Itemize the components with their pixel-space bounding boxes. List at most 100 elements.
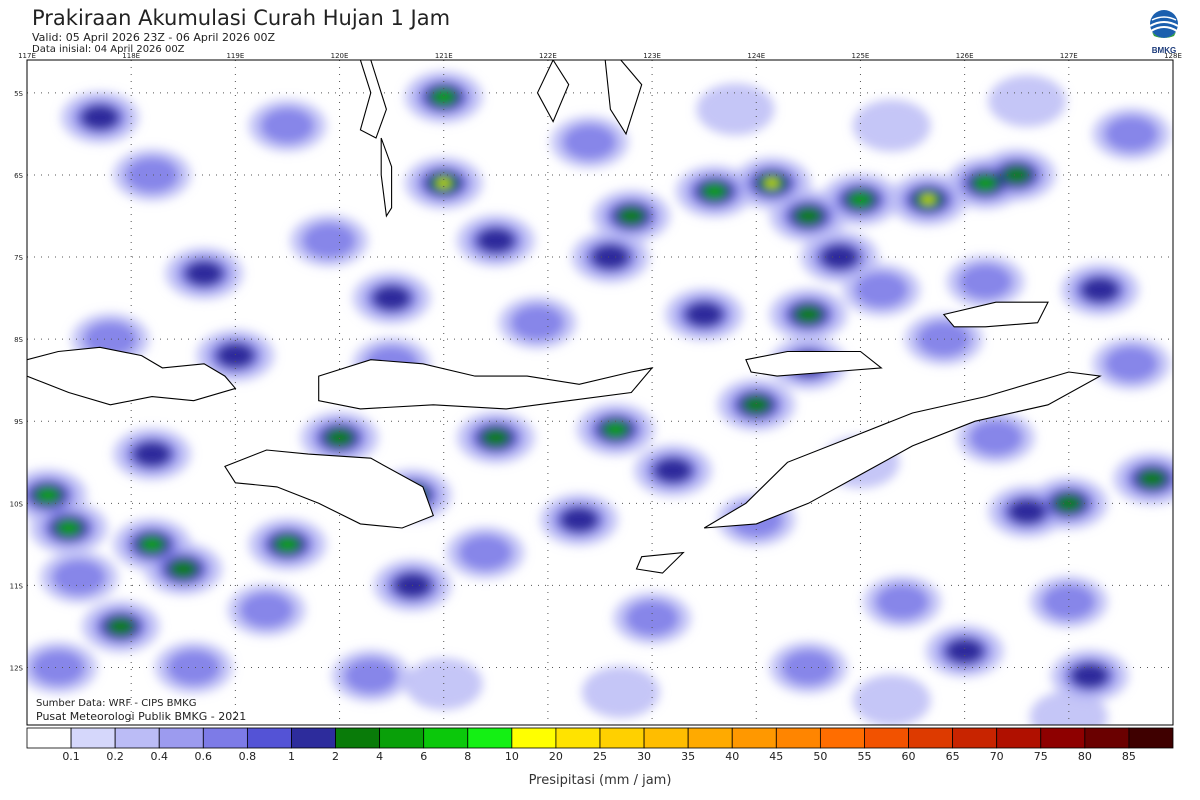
precip-cell [794,305,822,324]
precip-cell [696,83,775,136]
precip-cell [684,301,724,328]
lat-tick-label: 5S [14,90,23,98]
precip-cell [922,196,934,204]
precip-cell [1104,115,1159,152]
lon-tick-label: 126E [956,52,974,60]
island-buton [604,60,643,136]
precip-cell [59,521,78,534]
bmkg-logo-icon: BMKG [1149,10,1179,55]
precip-cell [945,638,985,665]
precip-cell [80,104,120,131]
precip-cell [343,657,398,694]
lat-tick-label: 6S [14,172,23,180]
lon-tick-label: 127E [1060,52,1078,60]
precip-cell [742,395,770,414]
lon-tick-label: 120E [331,52,349,60]
precip-cell [239,592,294,629]
island-alor [745,350,883,377]
precip-cell [326,428,354,447]
precip-cell [278,538,297,551]
map-frame [26,59,1174,726]
island-muna [536,60,570,123]
precip-cell [215,342,255,369]
precip-cell [625,600,680,637]
island-sumba [224,449,434,529]
precip-cell [1138,469,1166,488]
island-sulawesi-tip [359,60,387,139]
precip-cell [581,666,660,719]
precip-cell [653,457,693,484]
precip-cell [434,90,453,103]
copyright: Pusat Meteorologi Publik BMKG - 2021 [36,710,247,723]
precip-cell [1104,345,1159,382]
precip-cell [1029,690,1108,725]
island-flores [318,359,654,410]
precip-cell [476,227,516,254]
island-wetar [942,301,1049,328]
precip-cell [107,617,135,636]
precip-cell [438,179,449,187]
lat-tick-label: 8S [14,336,23,344]
lat-tick-label: 12S [10,665,24,673]
lon-tick-label: 124E [747,52,765,60]
precip-cell [590,244,630,271]
precip-cell [372,285,412,312]
lon-tick-label: 119E [226,52,244,60]
colorbar-title: Presipitasi (mm / jam) [528,773,672,788]
island-timor [703,371,1102,529]
precip-cell [875,583,930,620]
island-rote [635,551,685,574]
precip-cell [260,107,315,144]
lon-tick-label: 121E [435,52,453,60]
precip-cell [562,124,617,161]
logo-globe [1150,10,1178,38]
lon-tick-label: 128E [1164,52,1182,60]
precip-cell [705,185,724,198]
precip-cell [968,419,1023,456]
precip-cell [1080,276,1120,303]
island-sumbawa [27,346,237,406]
precip-cell [143,538,162,551]
precip-cell [169,560,197,579]
precip-cell [766,179,778,187]
valid-period: Valid: 05 April 2026 23Z - 06 April 2026… [32,31,275,44]
logo-text: BMKG [1152,46,1176,55]
lon-tick-label: 117E [18,52,36,60]
data-source: Sumber Data: WRF - CIPS BMKG [36,698,197,709]
precip-cell [854,271,909,308]
precip-cell [302,222,357,259]
precip-cell [510,304,565,341]
lon-tick-label: 123E [643,52,661,60]
precip-cell [1003,165,1031,184]
precip-cell [976,177,995,190]
precip-cell [1055,494,1083,513]
precip-cell [851,193,870,206]
precip-cell [781,649,836,686]
longitude-labels: 117E 118E 119E 120E 121E 122E 123E 124E 125E 126E… [18,52,1182,60]
precip-cell [184,260,224,287]
lat-tick-label: 11S [10,582,24,590]
precip-cell [482,428,510,447]
lat-tick-label: 9S [14,418,23,426]
precip-cell [1070,662,1110,689]
lat-tick-label: 7S [14,254,23,262]
precip-cell [52,559,107,596]
precip-cell [794,206,822,225]
precip-cell [617,206,645,225]
precip-cell [458,534,513,571]
island-selayar [380,137,393,218]
precip-cell [958,263,1013,300]
precip-cell [1041,583,1096,620]
precip-cell [38,489,57,502]
initial-data: Data inisial: 04 April 2026 00Z [32,44,185,55]
precip-cell [606,423,625,436]
precip-cell [916,321,971,358]
map-title: Prakiraan Akumulasi Curah Hujan 1 Jam [32,6,451,30]
lon-tick-label: 125E [852,52,870,60]
precip-cell [852,99,931,152]
lon-tick-label: 122E [539,52,557,60]
lat-tick-label: 10S [10,500,24,508]
latitude-labels: 5S 6S 7S 8S 9S 10S 11S 12S [10,90,24,673]
coastlines [27,60,1102,574]
